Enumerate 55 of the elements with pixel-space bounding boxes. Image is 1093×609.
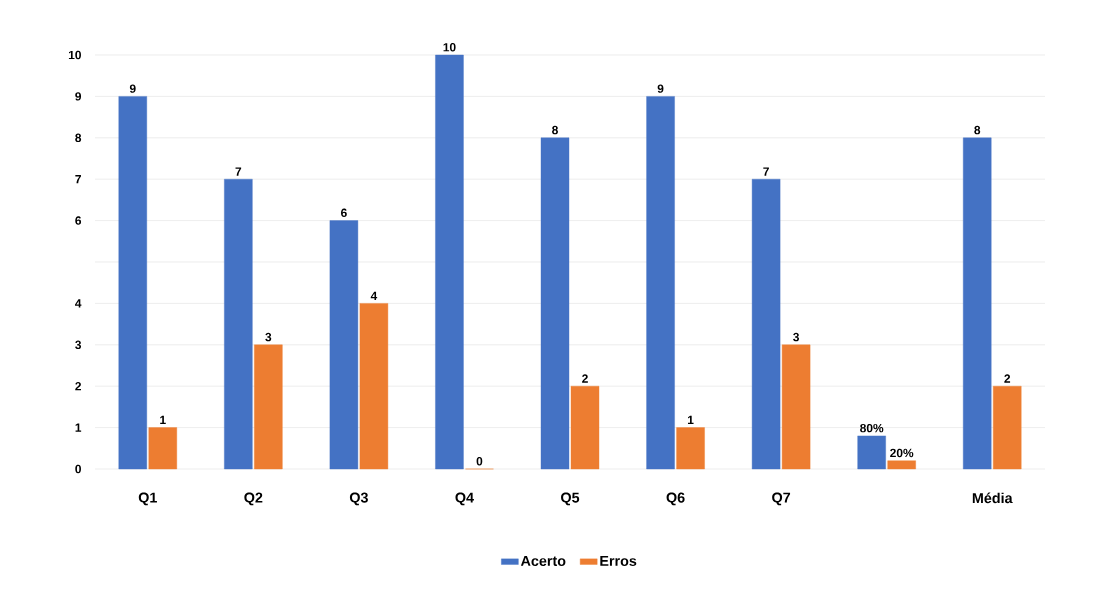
bar — [676, 427, 705, 470]
y-tick-label: 7 — [75, 175, 81, 184]
y-tick-label: 3 — [75, 340, 82, 350]
bar — [254, 344, 283, 470]
y-tick-label: 6 — [75, 216, 82, 225]
bar — [359, 303, 389, 470]
data-label: 3 — [793, 332, 800, 342]
legend-label: Erros — [600, 555, 637, 566]
data-label: 8 — [974, 125, 981, 135]
bar — [646, 96, 675, 470]
bar — [540, 137, 570, 470]
y-tick-label: 10 — [68, 50, 81, 60]
legend-label: Acerto — [520, 555, 566, 566]
y-tick-label: 0 — [75, 464, 81, 474]
data-label: 9 — [129, 84, 136, 93]
bar — [751, 179, 781, 470]
data-label: 1 — [687, 415, 694, 425]
data-label: 3 — [265, 332, 272, 342]
data-label: 7 — [235, 167, 242, 176]
bar — [887, 460, 916, 470]
y-tick-label: 9 — [75, 92, 82, 101]
data-label: 6 — [341, 208, 347, 218]
x-tick-label: Q4 — [455, 492, 474, 506]
x-tick-label: Q3 — [349, 492, 368, 506]
data-label: 8 — [552, 125, 558, 135]
bar — [118, 96, 147, 470]
bar — [993, 386, 1022, 470]
x-tick-label: Média — [972, 492, 1013, 504]
data-label: 2 — [1004, 374, 1011, 383]
y-tick-label: 2 — [75, 382, 81, 391]
data-label: 10 — [443, 43, 456, 52]
data-label: 1 — [160, 415, 166, 425]
data-label: 2 — [582, 374, 588, 383]
y-tick-label: 8 — [75, 133, 82, 143]
bar — [857, 435, 886, 470]
data-label: 0 — [476, 457, 483, 466]
x-tick-label: Q1 — [138, 492, 157, 506]
data-label: 80% — [860, 423, 884, 433]
data-label: 4 — [370, 291, 378, 300]
bar — [781, 344, 811, 470]
y-tick-label: 4 — [75, 299, 82, 308]
x-tick-label: Q5 — [561, 492, 580, 506]
bar — [963, 137, 992, 470]
bar — [148, 427, 177, 470]
bar — [224, 179, 253, 470]
data-label: 20% — [890, 448, 914, 458]
x-tick-label: Q2 — [244, 492, 263, 506]
y-tick-label: 1 — [75, 423, 82, 432]
bar — [435, 54, 464, 470]
x-tick-label: Q6 — [666, 492, 685, 506]
data-label: 7 — [763, 167, 769, 176]
bar — [570, 386, 600, 470]
bar — [329, 220, 359, 470]
data-label: 9 — [657, 84, 664, 93]
x-tick-label: Q7 — [772, 492, 791, 506]
